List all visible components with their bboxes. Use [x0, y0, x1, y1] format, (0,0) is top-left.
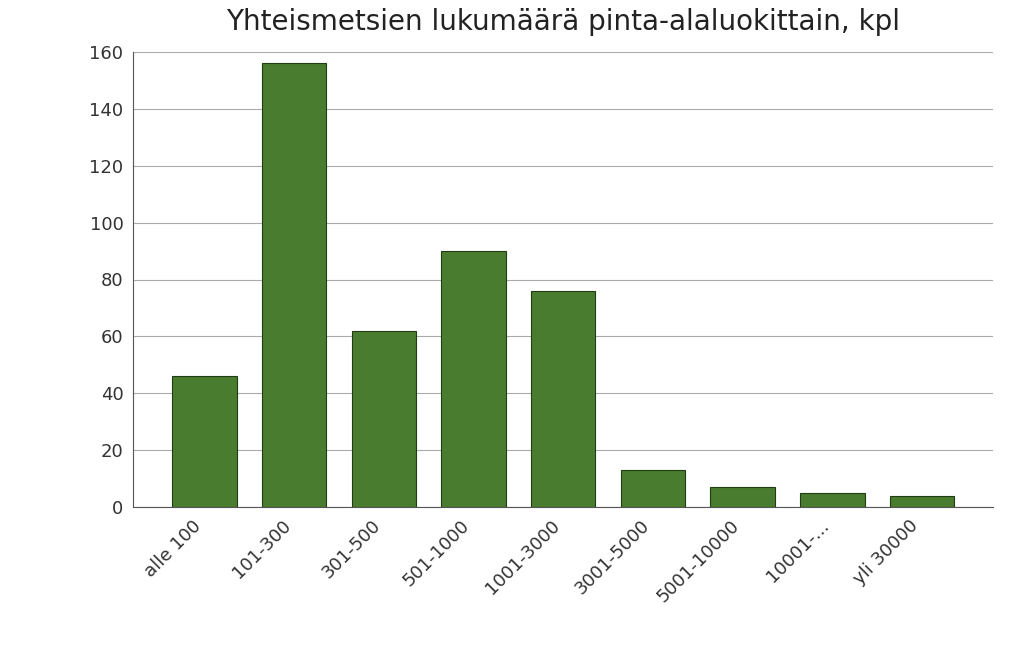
Bar [262, 64, 327, 507]
Title: Yhteismetsien lukumäärä pinta-alaluokittain, kpl: Yhteismetsien lukumäärä pinta-alaluokitt… [226, 8, 900, 36]
Bar [711, 487, 775, 507]
Bar [172, 376, 237, 507]
Bar [890, 496, 954, 507]
Bar [441, 251, 506, 507]
Bar [351, 331, 416, 507]
Bar [621, 470, 685, 507]
Bar [800, 493, 864, 507]
Bar [530, 291, 596, 507]
